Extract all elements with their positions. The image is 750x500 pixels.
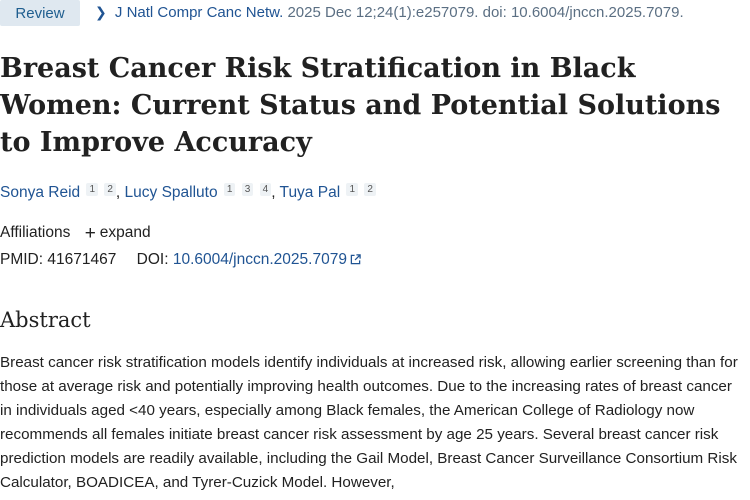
external-link-icon	[350, 254, 361, 265]
chevron-right-icon[interactable]: ❯	[95, 4, 107, 20]
expand-affiliations-button[interactable]: + expand	[84, 223, 151, 244]
affiliations-label: Affiliations	[0, 224, 71, 241]
affiliation-number[interactable]: 3	[241, 183, 254, 196]
affiliation-number[interactable]: 1	[346, 183, 359, 196]
affiliation-number[interactable]: 2	[364, 183, 376, 196]
doi-label: DOI:	[136, 251, 169, 268]
publication-type-badge: Review	[0, 0, 80, 26]
authors-list: Sonya Reid 1 2, Lucy Spalluto 1 3 4, Tuy…	[0, 183, 376, 202]
identifiers-row: PMID: 41671467 DOI: 10.6004/jnccn.2025.7…	[0, 251, 361, 269]
pmid-label: PMID:	[0, 251, 44, 268]
author-link[interactable]: Sonya Reid	[0, 184, 81, 201]
affiliation-number[interactable]: 2	[104, 183, 116, 196]
author-link[interactable]: Tuya Pal	[279, 184, 341, 201]
affiliation-number[interactable]: 1	[86, 183, 99, 196]
abstract-heading: Abstract	[0, 308, 91, 332]
doi-value: 10.6004/jnccn.2025.7079	[172, 251, 347, 268]
affiliation-number[interactable]: 1	[223, 183, 236, 196]
citation-details: 2025 Dec 12;24(1):e257079. doi: 10.6004/…	[287, 4, 684, 21]
journal-link[interactable]: J Natl Compr Canc Netw.	[114, 4, 284, 21]
citation: ❯ J Natl Compr Canc Netw. 2025 Dec 12;24…	[95, 4, 684, 21]
expand-label: expand	[99, 224, 151, 241]
abstract-text: Breast cancer risk stratification models…	[0, 354, 738, 491]
doi-link[interactable]: 10.6004/jnccn.2025.7079	[173, 251, 361, 268]
affiliations-row: Affiliations + expand	[0, 223, 151, 245]
plus-icon: +	[84, 223, 96, 244]
article-title: Breast Cancer Risk Stratification in Bla…	[0, 53, 721, 158]
affiliation-number[interactable]: 4	[259, 183, 272, 196]
pmid-value: 41671467	[47, 251, 117, 268]
article-header: Review ❯ J Natl Compr Canc Netw. 2025 De…	[0, 0, 750, 28]
author-link[interactable]: Lucy Spalluto	[124, 184, 218, 201]
author-separator: ,	[271, 184, 276, 201]
author-separator: ,	[115, 184, 121, 201]
